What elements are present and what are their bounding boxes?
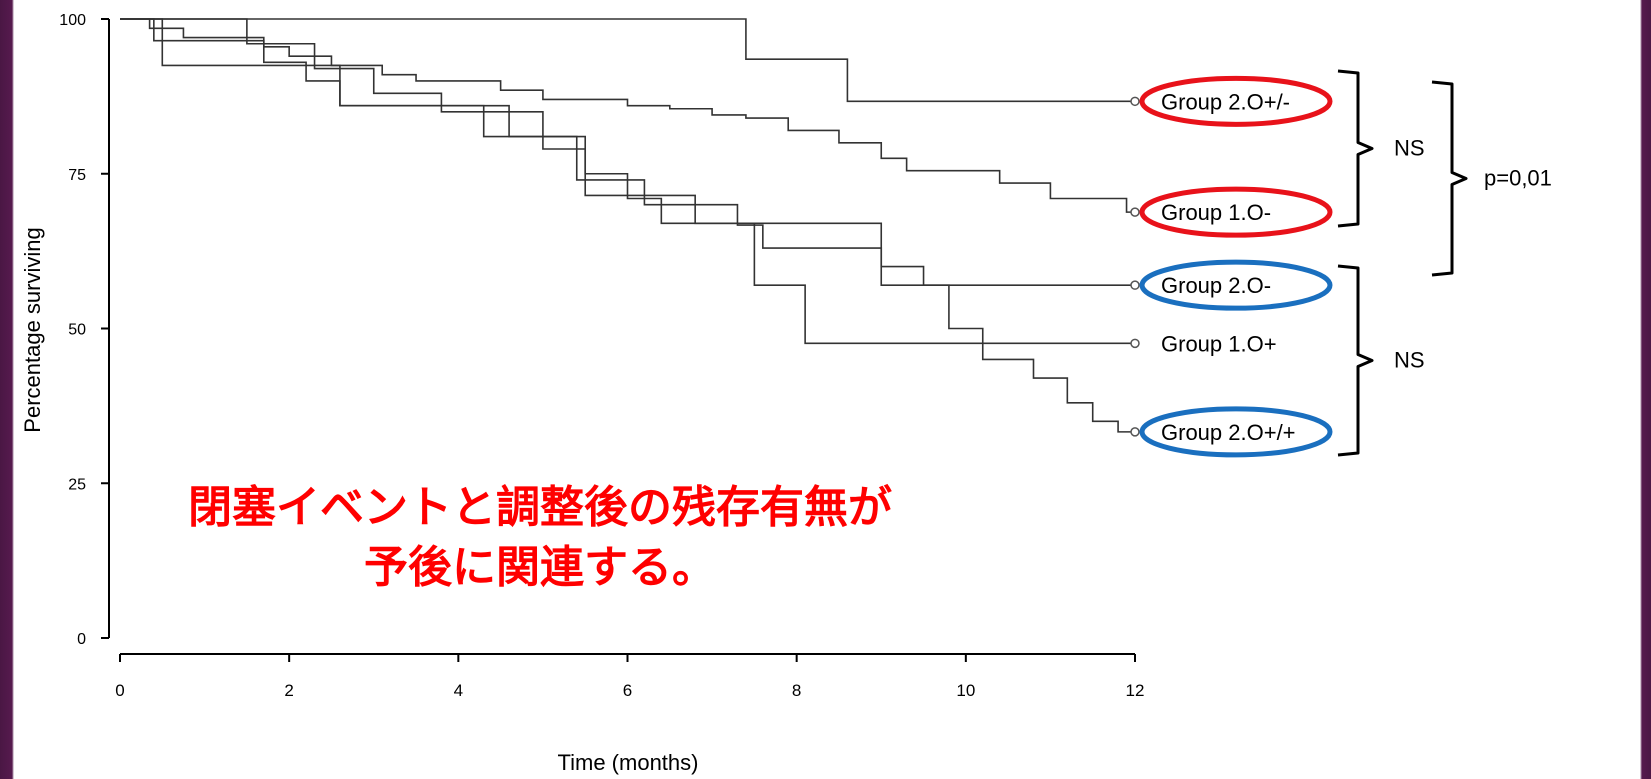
caption-line-2: 予後に関連する。 [364, 542, 716, 593]
group-label: Group 2.O+/- [1161, 89, 1290, 114]
highlight-ellipse [1139, 75, 1333, 127]
highlight-ellipse [1139, 186, 1333, 238]
survival-curve [120, 18, 1135, 213]
x-tick-label: 4 [454, 681, 463, 700]
y-tick-label: 0 [77, 631, 86, 648]
group-label: Group 2.O- [1161, 273, 1271, 298]
y-tick-label: 25 [68, 476, 86, 493]
x-tick-label: 8 [792, 681, 801, 700]
bracket-ns-upper [1337, 69, 1374, 228]
chart-axes: 0 2 4 6 8 10 12 0 25 50 75 100 [59, 12, 1144, 700]
y-ticks: 0 25 50 75 100 [59, 12, 109, 648]
x-tick-label: 10 [956, 681, 975, 700]
caption-line-1: 閉塞イベントと調整後の残存有無が [188, 482, 892, 533]
censor-marker [1130, 427, 1140, 437]
group-label: Group 1.O- [1161, 200, 1271, 225]
annotation-ns-upper: NS [1394, 136, 1425, 161]
x-tick-label: 0 [115, 681, 124, 700]
highlight-ellipse [1139, 259, 1333, 311]
survival-curve [120, 18, 1135, 103]
highlight-ellipse [1139, 406, 1333, 458]
bracket-p-value [1431, 80, 1468, 277]
y-tick-label: 100 [59, 12, 86, 29]
censor-marker [1130, 96, 1140, 107]
series-layer [120, 18, 1140, 437]
x-tick-label: 6 [623, 681, 632, 700]
censor-marker [1130, 207, 1140, 217]
y-axis-title: Percentage surviving [20, 227, 45, 432]
annotation-ns-lower: NS [1394, 348, 1425, 373]
survival-curve [120, 18, 1135, 286]
y-tick-label: 75 [68, 167, 86, 184]
group-label: Group 2.O+/+ [1161, 420, 1296, 445]
censor-marker [1130, 280, 1140, 290]
censor-marker [1130, 338, 1140, 349]
caption: 閉塞イベントと調整後の残存有無が 予後に関連する。 [150, 478, 930, 598]
group-label: Group 1.O+ [1161, 331, 1277, 356]
bracket-ns-lower [1337, 264, 1374, 457]
survival-curve [120, 18, 1135, 433]
x-ticks: 0 2 4 6 8 10 12 [115, 654, 1144, 700]
x-tick-label: 2 [284, 681, 293, 700]
survival-curve [120, 18, 1135, 345]
x-tick-label: 12 [1126, 681, 1145, 700]
group-labels: Group 2.O+/- Group 1.O- Group 2.O- Group 1.… [1139, 75, 1333, 458]
annotation-p-value: p=0,01 [1484, 166, 1552, 191]
y-tick-label: 50 [68, 322, 86, 339]
comparison-brackets: NS NS p=0,01 [1337, 69, 1552, 457]
x-axis-title: Time (months) [558, 750, 699, 775]
